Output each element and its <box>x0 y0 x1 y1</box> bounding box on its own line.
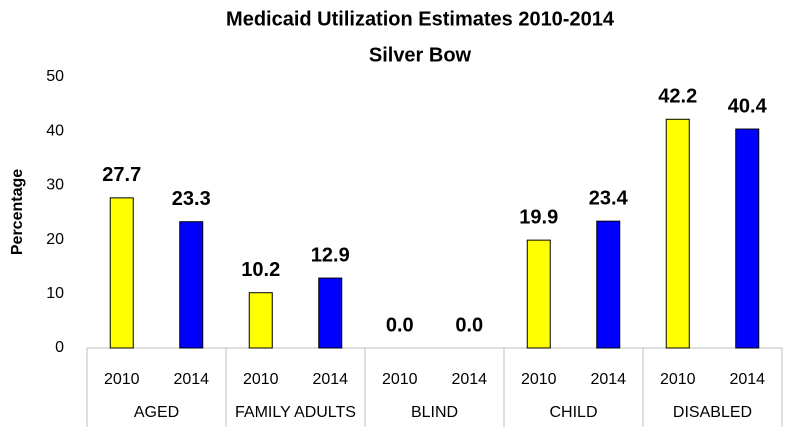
x-tick-label: 2010 <box>660 371 696 388</box>
y-tick-label: 0 <box>55 339 64 356</box>
group-label: AGED <box>134 404 179 421</box>
data-label: 0.0 <box>386 314 414 336</box>
x-tick-label: 2014 <box>173 371 209 388</box>
bar <box>318 277 343 349</box>
x-tick-label: 2014 <box>729 371 765 388</box>
group-label: DISABLED <box>673 404 752 421</box>
group-label: CHILD <box>549 404 597 421</box>
y-tick-label: 50 <box>46 68 64 85</box>
chart-subtitle: Silver Bow <box>369 44 472 66</box>
x-tick-label: 2014 <box>451 371 487 388</box>
data-label: 23.4 <box>589 187 629 209</box>
x-tick-label: 2010 <box>104 371 140 388</box>
x-tick-label: 2010 <box>243 371 279 388</box>
bar <box>665 118 690 349</box>
x-tick-label: 2014 <box>590 371 626 388</box>
x-tick-label: 2014 <box>312 371 348 388</box>
bar <box>735 128 760 349</box>
data-label: 0.0 <box>455 314 483 336</box>
bar <box>109 197 134 349</box>
data-label: 42.2 <box>658 86 697 108</box>
bar <box>248 292 273 349</box>
group-label: FAMILY ADULTS <box>235 404 356 421</box>
bar <box>526 239 551 349</box>
group-label: BLIND <box>411 404 458 421</box>
data-label: 40.4 <box>728 95 768 117</box>
y-axis-label: Percentage <box>9 169 26 255</box>
data-label: 19.9 <box>519 206 558 228</box>
y-tick-label: 30 <box>46 177 64 194</box>
y-tick-label: 20 <box>46 231 64 248</box>
y-tick-label: 40 <box>46 122 64 139</box>
data-label: 27.7 <box>102 164 141 186</box>
x-tick-label: 2010 <box>382 371 418 388</box>
data-label: 23.3 <box>172 188 211 210</box>
data-label: 12.9 <box>311 244 350 266</box>
x-tick-label: 2010 <box>521 371 557 388</box>
bar <box>179 221 204 349</box>
data-label: 10.2 <box>241 259 280 281</box>
bar <box>596 220 621 349</box>
y-tick-label: 10 <box>46 285 64 302</box>
chart-title: Medicaid Utilization Estimates 2010-2014 <box>226 8 615 30</box>
